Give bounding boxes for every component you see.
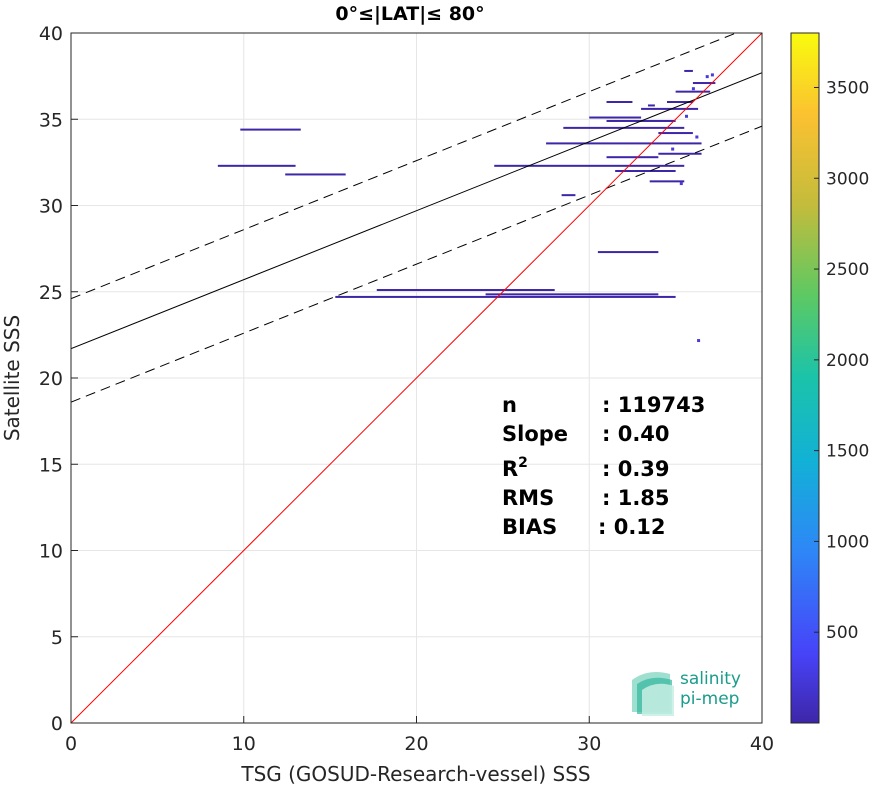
density-segment-24 <box>647 104 655 107</box>
y-tick-label-6: 30 <box>39 196 63 218</box>
regression-lines <box>71 33 762 723</box>
chart-title: 0°≤|LAT|≤ 80° <box>335 3 484 25</box>
density-segment-16 <box>692 82 716 85</box>
x-tick-label-0: 0 <box>65 733 77 755</box>
x-tick-label-2: 20 <box>404 733 428 755</box>
colorbar-tick-label-2: 1500 <box>826 442 869 462</box>
colorbar-tick-label-4: 2500 <box>826 260 869 280</box>
density-segment-13 <box>615 170 676 172</box>
stats-box: n : 119743 Slope : 0.40 R2 : 0.39 RMS : … <box>502 393 705 539</box>
logo-wave-icon-3 <box>642 683 674 716</box>
stat-slope-value: : 0.40 <box>602 422 670 446</box>
density-segment-17 <box>658 132 693 135</box>
density-segment-12 <box>658 152 702 155</box>
density-segment-5 <box>485 293 659 296</box>
density-segment-23 <box>684 69 693 72</box>
colorbar-tick-label-1: 1000 <box>826 532 869 552</box>
identity-line <box>71 33 762 723</box>
density-segment-20 <box>606 101 633 103</box>
density-point-0 <box>697 339 701 343</box>
stat-rms-label: RMS <box>502 486 554 510</box>
y-tick-label-5: 25 <box>39 282 63 304</box>
y-tick-label-4: 20 <box>39 368 63 390</box>
y-tick-label-0: 0 <box>51 713 63 735</box>
density-segment-21 <box>597 251 659 254</box>
x-axis-label: TSG (GOSUD-Research-vessel) SSS <box>240 762 590 786</box>
stat-bias-value: : 0.12 <box>598 515 666 539</box>
density-segment-18 <box>606 156 659 159</box>
colorbar-tick-label-3: 2000 <box>826 351 869 371</box>
density-segment-7 <box>546 142 702 145</box>
colorbar-tick-label-5: 3000 <box>826 169 869 189</box>
colorbar-ticks: 500 1000 1500 2000 2500 3000 3500 <box>814 78 869 643</box>
y-axis-label: Satellite SSS <box>0 315 24 441</box>
y-tick-label-8: 40 <box>39 23 63 45</box>
density-segment-22 <box>561 194 576 197</box>
density-segment-4 <box>376 289 555 292</box>
y-tick-label-7: 35 <box>39 109 63 131</box>
density-segment-0 <box>240 128 301 131</box>
density-segment-10 <box>589 116 642 119</box>
stat-r2-sup: 2 <box>518 455 528 471</box>
stat-n-value: : 119743 <box>602 393 705 417</box>
y-tick-label-1: 5 <box>51 627 63 649</box>
density-segment-1 <box>217 164 296 167</box>
density-segment-15 <box>675 90 711 93</box>
density-segment-6 <box>494 164 685 167</box>
density-point-3 <box>710 73 714 77</box>
axis-ticks: 0 10 20 30 40 0 5 10 15 20 25 30 35 40 <box>39 23 774 755</box>
stat-n-label: n <box>502 393 517 417</box>
x-tick-label-1: 10 <box>232 733 256 755</box>
density-point-2 <box>705 75 709 79</box>
density-point-1 <box>679 182 683 186</box>
density-point-7 <box>671 147 675 151</box>
density-segment-2 <box>285 173 346 176</box>
stat-r2-value: : 0.39 <box>602 457 670 481</box>
upper-bound-line <box>71 33 738 300</box>
density-point-5 <box>684 114 688 118</box>
logo-text-salinity: salinity <box>680 669 741 689</box>
y-tick-label-2: 10 <box>39 541 63 563</box>
density-segment-19 <box>649 180 685 183</box>
density-segment-11 <box>641 107 699 110</box>
fit-line <box>71 72 762 350</box>
salinity-logo: salinity pi-mep <box>632 669 741 716</box>
colorbar-tick-label-6: 3500 <box>826 78 869 98</box>
stat-bias-label: BIAS <box>502 515 557 539</box>
stat-slope-label: Slope <box>502 422 568 446</box>
x-tick-label-3: 30 <box>577 733 601 755</box>
stat-r2-label: R2 <box>502 455 528 481</box>
colorbar-tick-label-0: 500 <box>826 623 858 643</box>
density-segment-3 <box>335 295 676 298</box>
x-tick-label-4: 40 <box>750 733 774 755</box>
logo-text-pimep: pi-mep <box>680 689 739 709</box>
y-tick-label-3: 15 <box>39 454 63 476</box>
density-segment-14 <box>666 101 693 103</box>
density-point-4 <box>691 87 695 91</box>
lower-bound-line <box>71 125 762 403</box>
stat-r2-base: R <box>502 457 518 481</box>
stat-rms-value: : 1.85 <box>602 486 670 510</box>
colorbar <box>790 32 820 724</box>
density-point-6 <box>695 135 699 139</box>
